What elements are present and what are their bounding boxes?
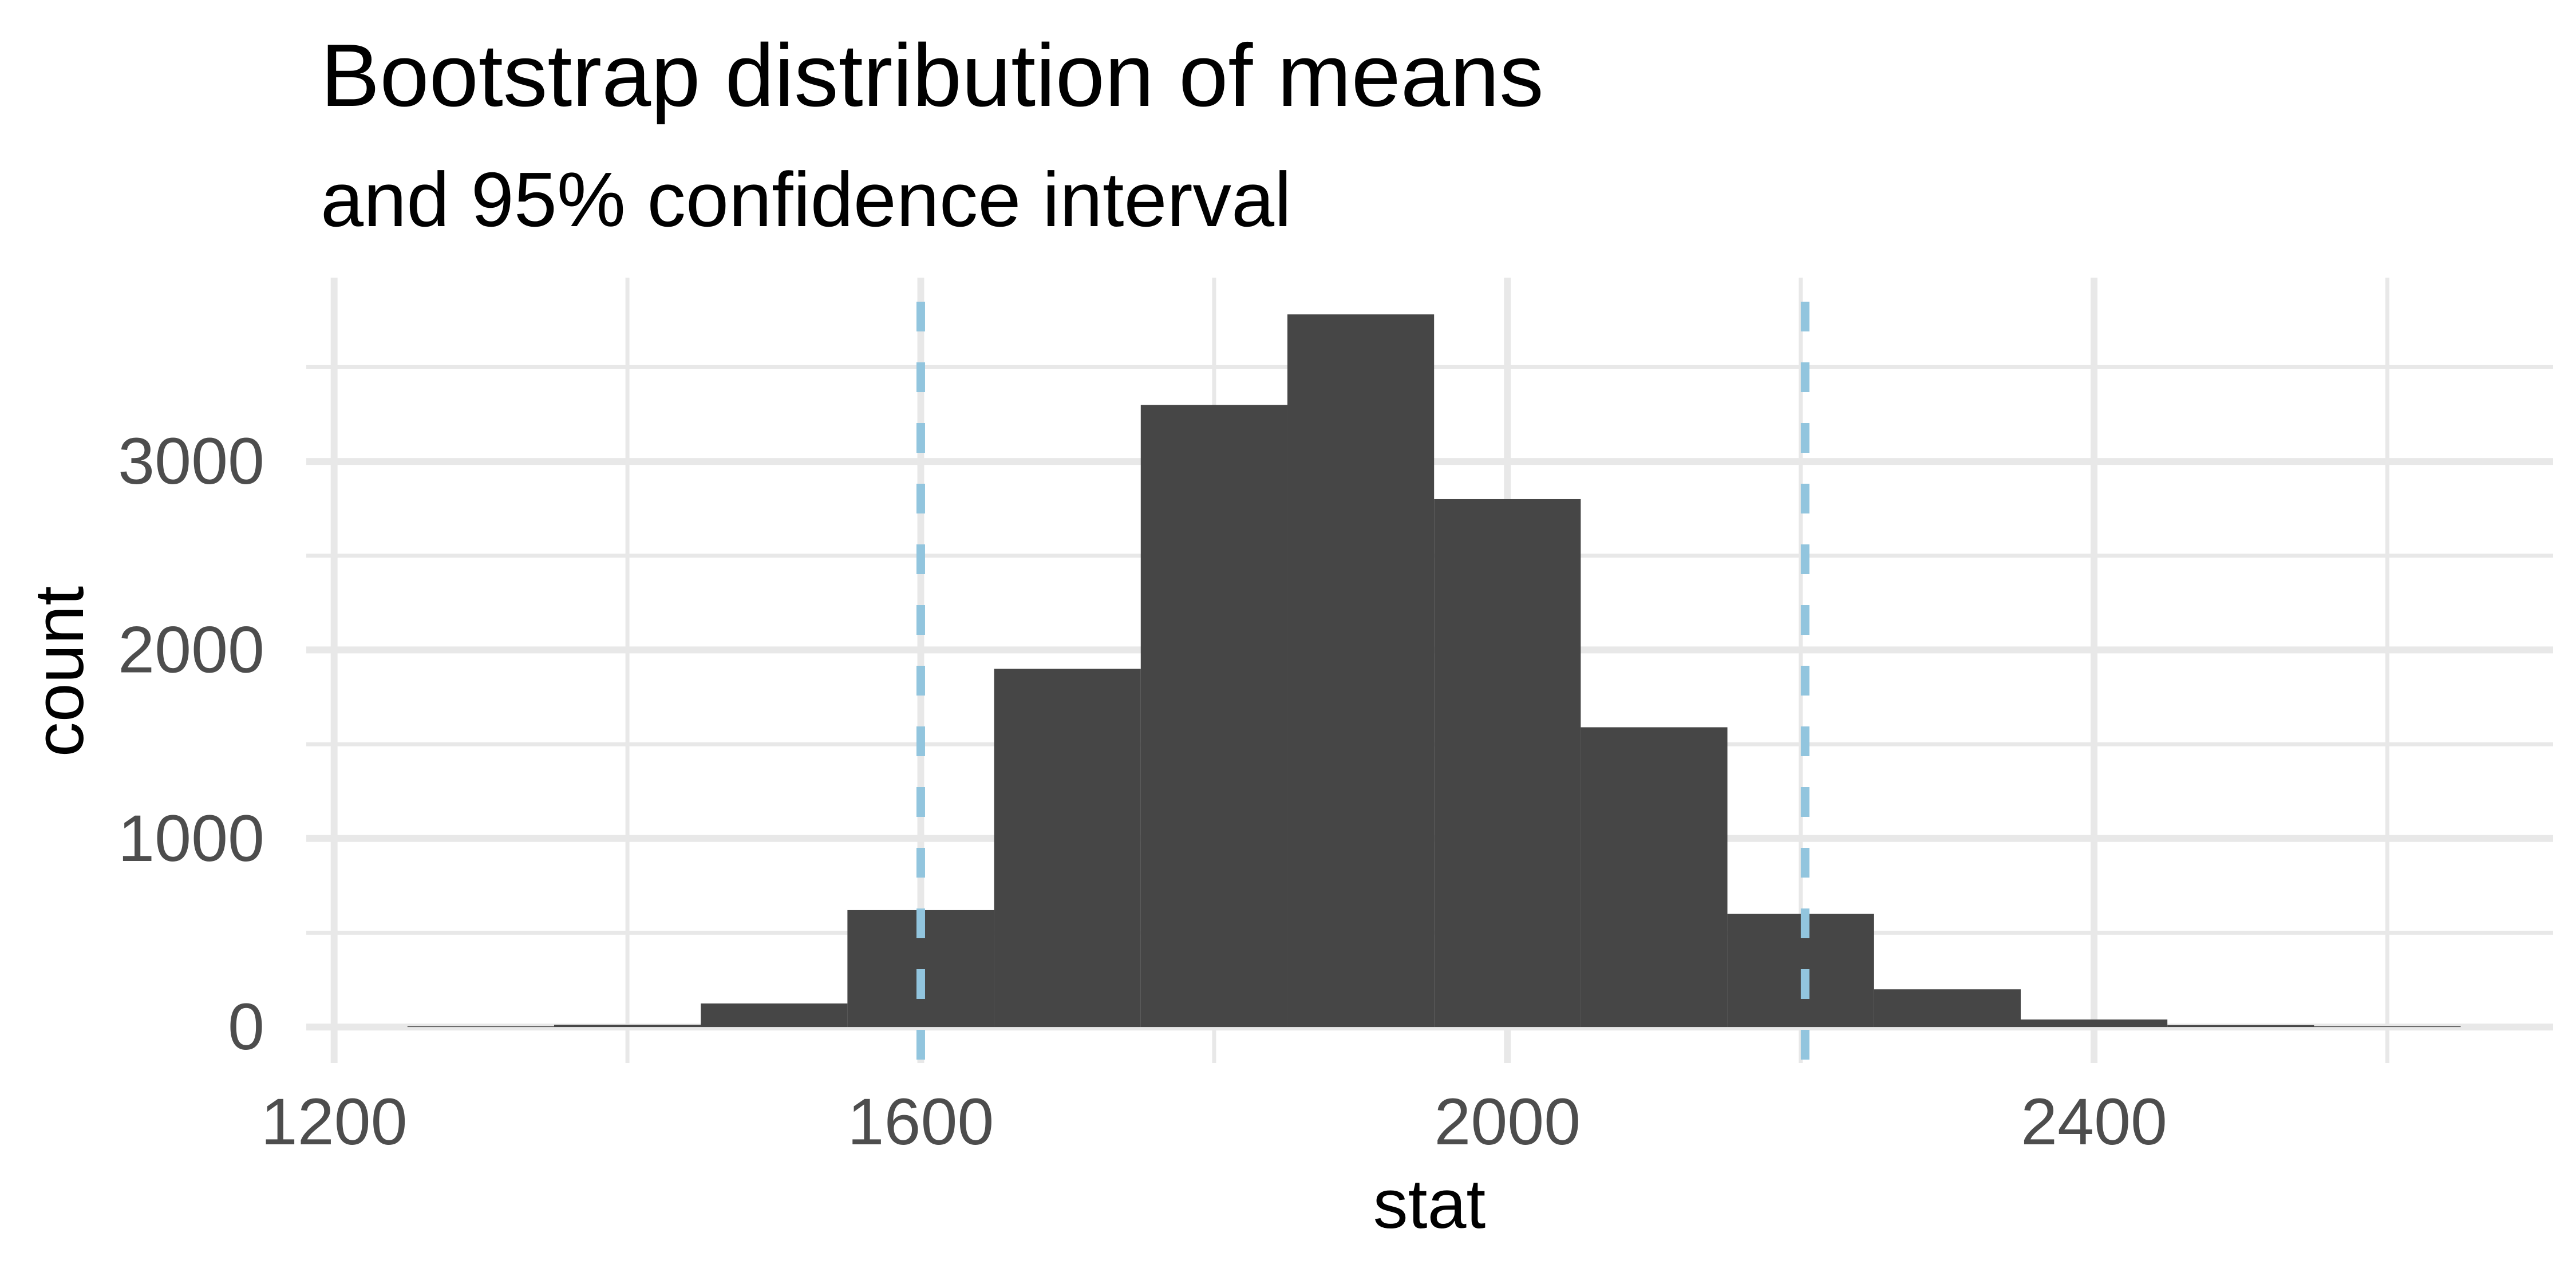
histogram-bar (1581, 727, 1728, 1028)
histogram-bar (2167, 1025, 2314, 1028)
histogram-bars (407, 314, 2461, 1028)
histogram-bar (1727, 914, 1874, 1028)
x-tick-label: 2000 (1434, 1085, 1581, 1159)
ci-lines (916, 278, 1809, 1063)
x-tick-label: 1200 (261, 1085, 408, 1159)
y-tick-label: 3000 (118, 425, 264, 498)
y-tick-label: 0 (228, 990, 264, 1064)
histogram-bar (1287, 314, 1435, 1028)
histogram-bar (1434, 499, 1581, 1028)
y-tick-label: 1000 (118, 802, 264, 875)
y-tick-labels: 0 1000 2000 3000 (118, 425, 264, 1064)
x-tick-label: 1600 (848, 1085, 994, 1159)
histogram-bar (407, 1026, 554, 1028)
x-tick-labels: 1200 1600 2000 2400 (261, 1085, 2167, 1159)
histogram-bar (1874, 989, 2021, 1028)
x-axis-title: stat (1373, 1165, 1486, 1243)
histogram-bar (554, 1025, 701, 1028)
histogram-bar (2314, 1026, 2461, 1028)
histogram-bar (1140, 405, 1287, 1028)
x-tick-label: 2400 (2021, 1085, 2167, 1159)
histogram-bar (994, 669, 1141, 1028)
page-subtitle: and 95% confidence interval (321, 156, 1291, 243)
y-axis-title: count (20, 586, 98, 757)
page-title: Bootstrap distribution of means (321, 26, 1544, 125)
histogram-bar (701, 1003, 848, 1028)
histogram-bar (2020, 1019, 2168, 1028)
y-tick-label: 2000 (118, 613, 264, 686)
